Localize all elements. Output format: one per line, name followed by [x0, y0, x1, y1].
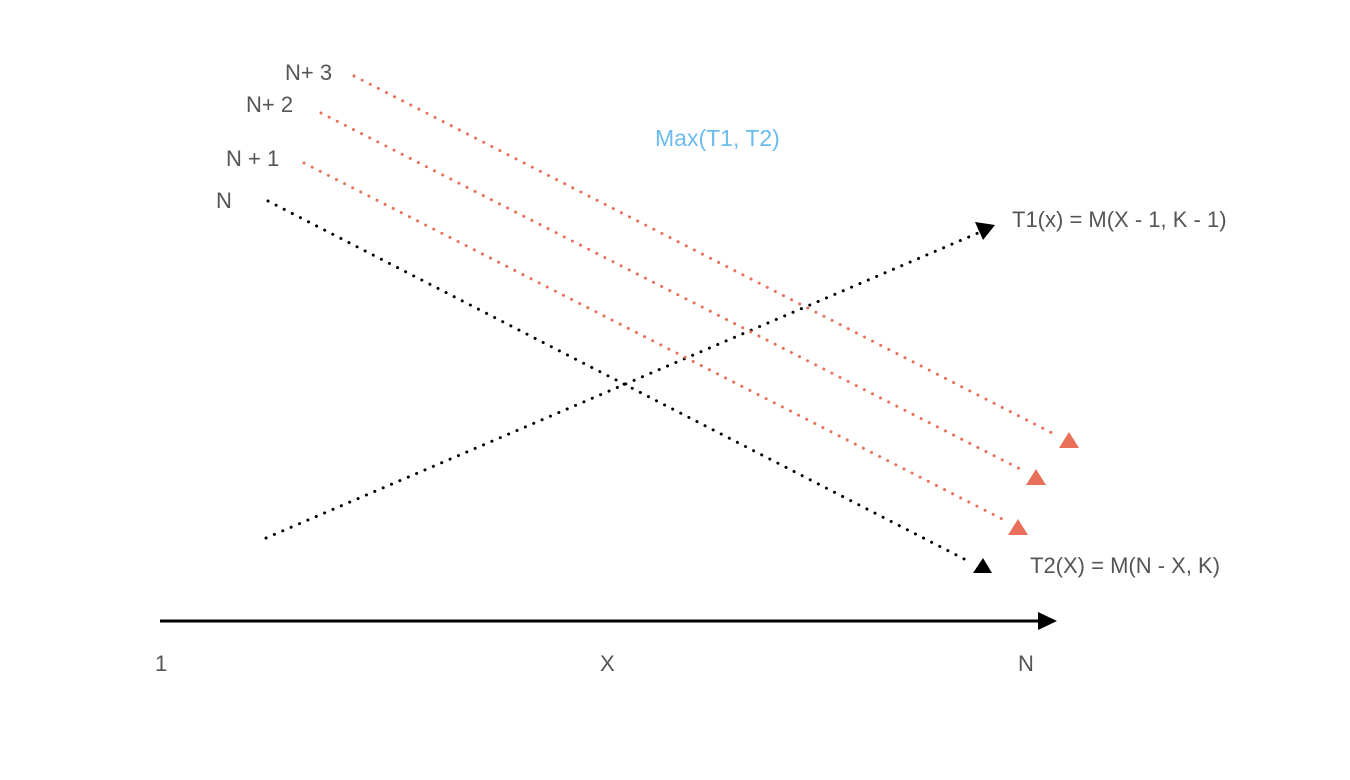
axis-label-x: X [600, 651, 615, 676]
n-plus-2-arrowhead [1026, 469, 1046, 485]
label-n-plus-3: N+ 3 [285, 60, 332, 85]
t1-arrowhead [975, 222, 995, 240]
label-n: N [216, 188, 232, 213]
x-axis-arrowhead [1038, 612, 1057, 630]
t2-label: T2(X) = M(N - X, K) [1030, 553, 1220, 578]
label-n-plus-1: N + 1 [226, 146, 279, 171]
n-dotted-line [266, 199, 972, 564]
t1-dotted-line [264, 231, 980, 540]
t1-label: T1(x) = M(X - 1, K - 1) [1012, 207, 1227, 232]
max-label: Max(T1, T2) [655, 125, 780, 151]
n-plus-1-arrowhead [1008, 519, 1028, 535]
n-arrowhead [973, 558, 992, 573]
label-n-plus-2: N+ 2 [246, 92, 293, 117]
axis-label-start: 1 [155, 651, 167, 676]
n-plus-1-dotted-line [302, 161, 1010, 524]
n-plus-2-dotted-line [319, 111, 1028, 474]
axis-label-end: N [1018, 651, 1034, 676]
n-plus-3-arrowhead [1059, 432, 1079, 448]
